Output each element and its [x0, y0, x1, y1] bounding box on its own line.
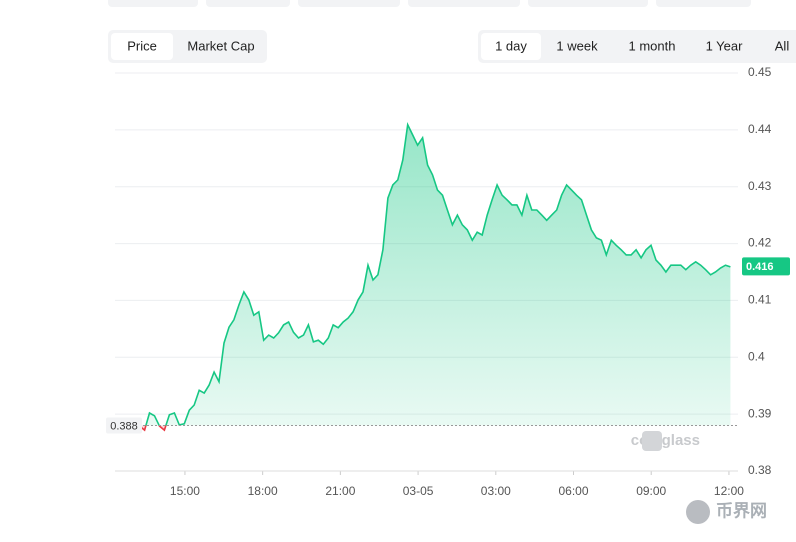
x-tick-label: 09:00	[636, 484, 666, 498]
corner-logo	[686, 500, 710, 524]
y-tick-label: 0.38	[748, 463, 772, 477]
x-tick-label: 18:00	[248, 484, 278, 498]
x-tick-label: 03:00	[481, 484, 511, 498]
tab[interactable]: Price	[127, 38, 157, 53]
range-button[interactable]: 1 Year	[706, 38, 744, 53]
y-tick-label: 0.4	[748, 349, 765, 363]
x-tick-label: 03-05	[403, 484, 434, 498]
range-button[interactable]: All	[775, 38, 790, 53]
top-buttons	[108, 0, 751, 7]
range-active	[481, 33, 541, 60]
range-button[interactable]: 1 month	[629, 38, 676, 53]
y-tick-label: 0.41	[748, 293, 772, 307]
y-tick-label: 0.39	[748, 406, 772, 420]
x-tick-label: 15:00	[170, 484, 200, 498]
current-price-bg	[742, 257, 790, 276]
range-group	[478, 30, 796, 63]
watermark: coinglass	[631, 432, 700, 449]
corner-watermark: 币界网	[716, 501, 767, 520]
range-button[interactable]: 1 week	[556, 38, 598, 53]
y-tick-label: 0.44	[748, 122, 772, 136]
baseline-label-bg	[106, 417, 142, 434]
current-price-label: 0.416	[746, 261, 774, 273]
range-button[interactable]: 1 day	[495, 38, 527, 53]
price-line	[140, 121, 731, 426]
y-tick-label: 0.42	[748, 236, 772, 250]
watermark-icon	[642, 431, 662, 451]
y-tick-label: 0.45	[748, 65, 772, 79]
x-tick-label: 12:00	[714, 484, 744, 498]
x-tick-label: 21:00	[325, 484, 355, 498]
tab[interactable]: Market Cap	[187, 38, 254, 53]
tab-active	[111, 33, 173, 60]
area	[145, 124, 731, 426]
baseline-label: 0.388	[110, 420, 138, 432]
x-tick-label: 06:00	[558, 484, 588, 498]
y-tick-label: 0.43	[748, 179, 772, 193]
